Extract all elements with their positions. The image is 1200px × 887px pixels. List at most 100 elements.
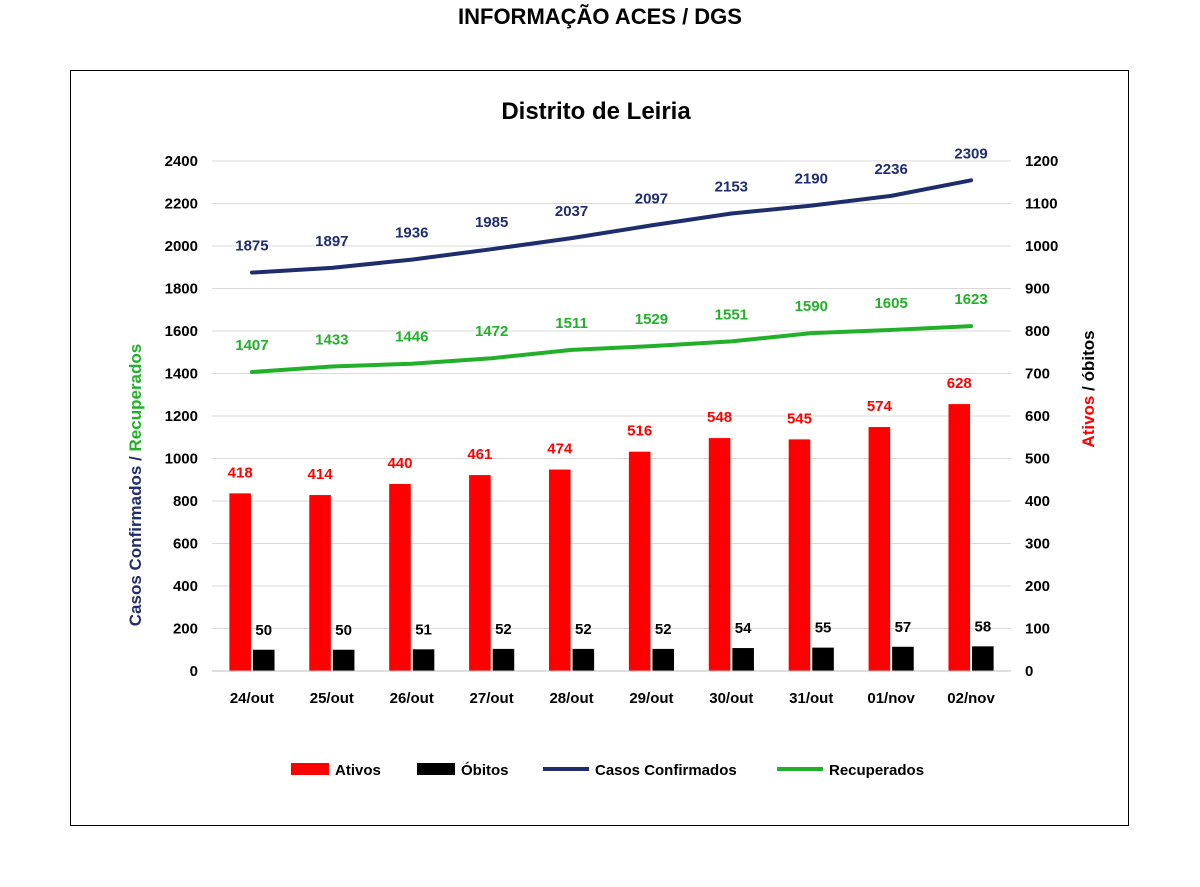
legend-label-obitos: Óbitos: [461, 761, 509, 779]
bar-obitos: [572, 648, 595, 671]
y-right-tick-label: 0: [1025, 663, 1033, 680]
bar-obitos: [252, 649, 275, 671]
data-label-obitos: 54: [735, 620, 752, 637]
y-left-tick-label: 1200: [165, 408, 198, 425]
data-label-recuperados: 1529: [635, 311, 668, 328]
data-label-obitos: 58: [974, 618, 991, 635]
legend-label-ativos: Ativos: [335, 762, 381, 779]
data-label-ativos: 548: [707, 409, 732, 426]
label-layer: 418 414 440 461 474 516 548 545 574 628 50 50 51 52 52…: [228, 145, 992, 638]
y-left-tick-label: 2200: [165, 196, 198, 213]
data-label-casos-confirmados: 2153: [715, 178, 748, 195]
legend-label-casos-confirmados: Casos Confirmados: [595, 762, 737, 779]
data-label-casos-confirmados: 2236: [874, 161, 907, 178]
y-left-tick-label: 2400: [165, 153, 198, 170]
data-label-casos-confirmados: 2309: [954, 145, 987, 162]
y-right-tick-label: 1100: [1025, 196, 1058, 213]
data-label-obitos: 51: [415, 621, 432, 638]
y-right-tick-label: 600: [1025, 408, 1050, 425]
data-label-ativos: 461: [467, 446, 492, 463]
bar-layer: [229, 404, 994, 671]
data-label-ativos: 418: [228, 464, 253, 481]
y-right-tick-label: 300: [1025, 536, 1050, 553]
data-label-ativos: 574: [867, 398, 893, 415]
y-left-tick-label: 400: [173, 578, 198, 595]
bar-obitos: [332, 649, 355, 671]
bar-ativos: [309, 495, 331, 671]
x-tick-label: 27/out: [470, 690, 514, 707]
data-label-recuperados: 1511: [555, 315, 588, 332]
data-label-casos-confirmados: 2037: [555, 203, 588, 220]
data-label-obitos: 52: [655, 621, 672, 638]
bar-ativos: [389, 484, 411, 671]
bar-obitos: [812, 647, 834, 671]
x-tick-label: 26/out: [390, 690, 434, 707]
bar-ativos: [948, 404, 971, 671]
data-label-obitos: 50: [255, 622, 272, 639]
x-tick-label: 28/out: [549, 690, 593, 707]
axis-layer: 0200400600800100012001400160018002000220…: [165, 153, 1059, 707]
y-right-tick-label: 1000: [1025, 238, 1058, 255]
y-right-tick-label: 1200: [1025, 153, 1058, 170]
y-left-tick-label: 1800: [165, 281, 198, 298]
line-casos-confirmados: [249, 178, 974, 275]
data-label-ativos: 516: [627, 423, 652, 440]
chart-legend: Ativos Óbitos Casos Confirmados Recupera…: [291, 761, 924, 779]
x-tick-label: 01/nov: [867, 690, 915, 707]
data-label-recuperados: 1605: [874, 295, 907, 312]
y-left-tick-label: 800: [173, 493, 198, 510]
bar-ativos: [469, 475, 491, 671]
bar-obitos: [892, 646, 914, 671]
y-left-tick-label: 0: [190, 663, 198, 680]
data-label-casos-confirmados: 1875: [235, 238, 268, 255]
bar-ativos: [708, 438, 731, 671]
bar-obitos: [412, 649, 435, 671]
y-right-tick-label: 400: [1025, 493, 1050, 510]
legend-swatch-ativos: [291, 763, 329, 775]
x-tick-label: 25/out: [310, 690, 354, 707]
bar-ativos: [868, 427, 891, 671]
line-layer: [249, 178, 974, 375]
y-axis-left-title: Casos Confirmados / Recuperados: [126, 344, 145, 626]
y-axis-left-title-part2: Recuperados: [126, 344, 145, 452]
y-left-tick-label: 1600: [165, 323, 198, 340]
data-label-recuperados: 1407: [235, 337, 268, 354]
data-label-obitos: 55: [815, 620, 832, 637]
y-left-tick-label: 200: [173, 621, 198, 638]
bar-ativos: [548, 469, 571, 671]
data-label-ativos: 545: [787, 410, 812, 427]
data-label-casos-confirmados: 2097: [635, 190, 668, 207]
bar-ativos: [788, 439, 811, 671]
bar-ativos: [229, 493, 251, 671]
bar-ativos: [628, 451, 651, 671]
y-right-tick-label: 500: [1025, 451, 1050, 468]
x-tick-label: 30/out: [709, 690, 753, 707]
chart-frame: Distrito de Leiria 418 414 440 461 474 516 548…: [70, 70, 1129, 826]
data-label-obitos: 50: [335, 622, 352, 639]
grid-layer: [212, 160, 1011, 672]
x-tick-label: 02/nov: [947, 690, 995, 707]
bar-obitos: [652, 648, 675, 671]
x-tick-label: 24/out: [230, 690, 274, 707]
legend-label-recuperados: Recuperados: [829, 762, 924, 779]
data-label-recuperados: 1623: [954, 291, 987, 308]
data-label-ativos: 414: [308, 466, 334, 483]
bar-obitos: [732, 648, 754, 671]
y-left-tick-label: 1000: [165, 451, 198, 468]
y-right-tick-label: 100: [1025, 621, 1050, 638]
bar-obitos: [492, 648, 515, 671]
page-header: INFORMAÇÃO ACES / DGS: [458, 4, 742, 29]
bar-obitos: [972, 646, 994, 671]
data-label-recuperados: 1590: [795, 298, 828, 315]
data-label-obitos: 57: [895, 619, 912, 636]
y-right-tick-label: 900: [1025, 281, 1050, 298]
y-axis-left-title-part1: Casos Confirmados /: [126, 451, 145, 626]
y-axis-right-title-part1: Ativos: [1079, 396, 1098, 448]
data-label-casos-confirmados: 1985: [475, 214, 508, 231]
y-axis-right-title: Ativos / óbitos: [1079, 330, 1098, 447]
data-label-recuperados: 1433: [315, 331, 348, 348]
data-label-ativos: 440: [387, 455, 412, 472]
chart-title: Distrito de Leiria: [501, 98, 691, 125]
y-left-tick-label: 1400: [165, 366, 198, 383]
